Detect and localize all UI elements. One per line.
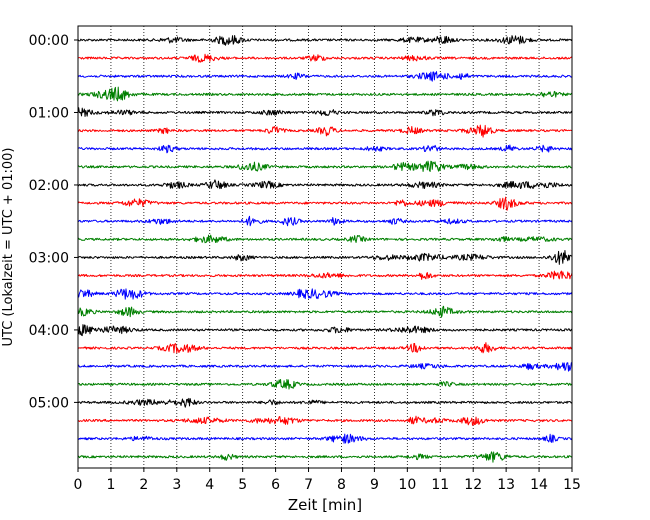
y-tick-label-0400: 04:00 xyxy=(29,323,69,339)
x-tick-label-14: 14 xyxy=(530,477,548,493)
trace-row-7 xyxy=(77,144,573,154)
trace-row-24 xyxy=(77,451,573,463)
y-tick-label-0500: 05:00 xyxy=(29,395,69,411)
x-tick-label-6: 6 xyxy=(271,477,280,493)
x-tick-label-13: 13 xyxy=(497,477,515,493)
trace-row-3 xyxy=(77,71,573,82)
x-tick-label-3: 3 xyxy=(172,477,181,493)
x-tick-label-9: 9 xyxy=(370,477,379,493)
trace-row-10 xyxy=(77,196,573,211)
trace-row-12 xyxy=(77,234,573,244)
trace-row-23 xyxy=(77,433,573,444)
trace-row-4 xyxy=(77,86,573,102)
plot-frame xyxy=(77,25,573,469)
x-axis-label: Zeit [min] xyxy=(288,496,362,514)
trace-row-22 xyxy=(77,415,573,426)
trace-row-2 xyxy=(77,53,573,63)
x-tick-label-7: 7 xyxy=(304,477,313,493)
trace-row-18 xyxy=(77,342,573,354)
trace-row-13 xyxy=(77,250,573,265)
trace-row-20 xyxy=(77,378,573,390)
trace-row-6 xyxy=(77,124,573,138)
trace-row-16 xyxy=(77,305,573,318)
trace-row-9 xyxy=(77,179,573,190)
x-tick-label-5: 5 xyxy=(238,477,247,493)
x-tick-label-11: 11 xyxy=(431,477,449,493)
trace-row-1 xyxy=(77,35,573,46)
y-tick-label-0000: 00:00 xyxy=(29,33,69,49)
trace-row-19 xyxy=(77,362,573,372)
y-axis: 00:00 01:00 02:00 03:00 04:00 05:00 xyxy=(29,33,78,411)
trace-group xyxy=(77,35,573,463)
x-tick-label-2: 2 xyxy=(139,477,148,493)
x-tick-label-8: 8 xyxy=(337,477,346,493)
x-tick-label-10: 10 xyxy=(398,477,416,493)
y-tick-label-0200: 02:00 xyxy=(29,178,69,194)
x-tick-label-15: 15 xyxy=(563,477,581,493)
y-axis-label: UTC (Lokalzeit = UTC + 01:00) xyxy=(1,148,16,347)
trace-row-11 xyxy=(77,215,573,227)
x-tick-label-12: 12 xyxy=(464,477,482,493)
trace-row-15 xyxy=(77,288,573,300)
trace-row-17 xyxy=(77,324,573,337)
x-tick-label-4: 4 xyxy=(205,477,214,493)
x-axis: 0 1 2 3 4 5 6 7 8 9 10 11 12 13 14 15 xyxy=(74,468,581,493)
y-tick-label-0100: 01:00 xyxy=(29,105,69,121)
x-tick-label-0: 0 xyxy=(74,477,83,493)
y-tick-label-0300: 03:00 xyxy=(29,250,69,266)
x-tick-label-1: 1 xyxy=(106,477,115,493)
trace-row-14 xyxy=(77,270,573,280)
trace-row-21 xyxy=(77,397,573,408)
trace-row-5 xyxy=(77,107,573,117)
trace-row-8 xyxy=(77,160,573,172)
